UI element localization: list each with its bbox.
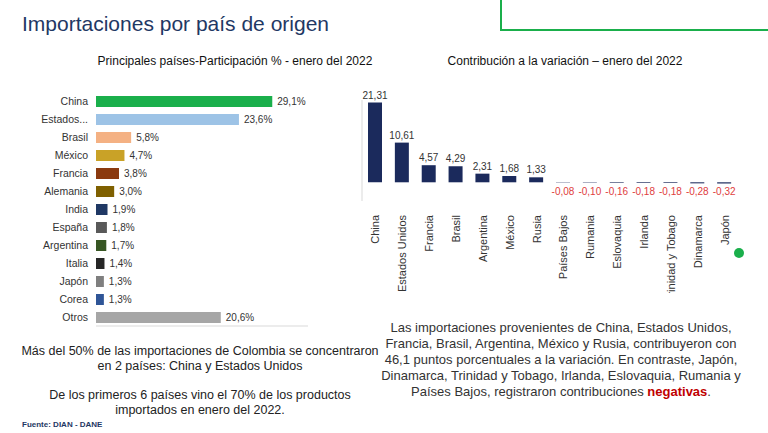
svg-text:-0,10: -0,10 — [578, 186, 601, 197]
html-text:Principales países-Participaci: Principales países-Participación % - ene… — [97, 54, 373, 68]
svg-text:Rusia: Rusia — [531, 214, 543, 243]
svg-text:23,6%: 23,6% — [244, 114, 272, 125]
svg-text:México: México — [504, 215, 516, 250]
svg-text:México: México — [55, 149, 88, 161]
svg-text:Trinidad y Tobago: Trinidad y Tobago — [665, 215, 677, 293]
svg-text:Dinamarca: Dinamarca — [692, 214, 704, 268]
svg-text:-0,18: -0,18 — [632, 186, 655, 197]
svg-text:4,57: 4,57 — [419, 152, 439, 163]
svg-text:1,4%: 1,4% — [109, 258, 132, 269]
svg-text:Brasil: Brasil — [450, 215, 462, 243]
svg-text:Otros: Otros — [62, 311, 88, 323]
svg-text:10,61: 10,61 — [389, 130, 414, 141]
svg-text:Estados...: Estados... — [41, 113, 88, 125]
svg-text:1,33: 1,33 — [526, 164, 546, 175]
svg-text:Países Bajos: Países Bajos — [557, 215, 569, 280]
svg-text:3,8%: 3,8% — [124, 168, 147, 179]
svg-text:1,3%: 1,3% — [109, 294, 132, 305]
html-text:Más del 50% de las importacion: Más del 50% de las importaciones de Colo… — [21, 344, 379, 373]
svg-text:Argentina: Argentina — [43, 239, 88, 251]
svg-text:Estados Unidos: Estados Unidos — [396, 215, 408, 293]
svg-text:Eslovaquia: Eslovaquia — [611, 214, 623, 269]
svg-text:21,31: 21,31 — [362, 90, 387, 101]
svg-text:Irlanda: Irlanda — [638, 214, 650, 249]
svg-text:Japón: Japón — [719, 215, 731, 245]
svg-text:Corea: Corea — [59, 293, 88, 305]
svg-text:20,6%: 20,6% — [226, 312, 254, 323]
svg-text:India: India — [65, 203, 88, 215]
svg-text:29,1%: 29,1% — [277, 96, 305, 107]
html-text:De los primeros 6 países vino: De los primeros 6 países vino el 70% de … — [49, 388, 351, 417]
svg-text:-0,08: -0,08 — [552, 186, 575, 197]
svg-text:Brasil: Brasil — [62, 131, 88, 143]
svg-text:1,7%: 1,7% — [111, 240, 134, 251]
svg-text:Francia: Francia — [53, 167, 88, 179]
html-text:Las importaciones provenientes: Las importaciones provenientes de China,… — [381, 320, 741, 399]
svg-text:4,29: 4,29 — [446, 153, 466, 164]
svg-text:-0,32: -0,32 — [713, 186, 736, 197]
svg-text:1,68: 1,68 — [500, 163, 520, 174]
svg-text:Japón: Japón — [59, 275, 88, 287]
svg-text:-0,16: -0,16 — [605, 186, 628, 197]
svg-text:3,0%: 3,0% — [119, 186, 142, 197]
svg-text:1,3%: 1,3% — [109, 276, 132, 287]
svg-text:4,7%: 4,7% — [129, 150, 152, 161]
svg-text:Alemania: Alemania — [44, 185, 88, 197]
html-text:Importaciones por país de orig: Importaciones por país de origen — [22, 12, 329, 35]
svg-text:España: España — [52, 221, 88, 233]
svg-text:Argentina: Argentina — [477, 214, 489, 262]
html-text:Fuente: DIAN - DANE: Fuente: DIAN - DANE — [22, 420, 103, 429]
svg-text:Rumania: Rumania — [584, 214, 596, 259]
svg-text:1,9%: 1,9% — [113, 204, 136, 215]
html-text:Contribución a la variación –: Contribución a la variación – enero del … — [447, 54, 683, 68]
svg-text:1,8%: 1,8% — [112, 222, 135, 233]
svg-text:China: China — [61, 95, 89, 107]
svg-text:-0,28: -0,28 — [686, 186, 709, 197]
svg-text:Francia: Francia — [423, 214, 435, 252]
svg-text:China: China — [369, 214, 381, 244]
svg-text:-0,18: -0,18 — [659, 186, 682, 197]
svg-text:2,31: 2,31 — [473, 161, 493, 172]
svg-text:Italia: Italia — [66, 257, 88, 269]
svg-text:5,8%: 5,8% — [136, 132, 159, 143]
